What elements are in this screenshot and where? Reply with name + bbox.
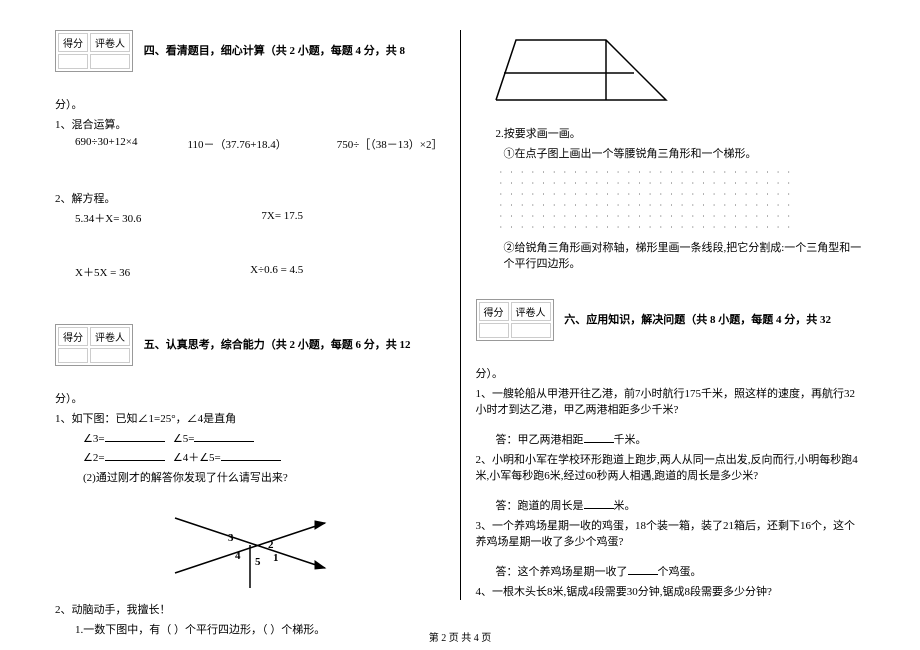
label: ∠5= xyxy=(173,433,195,445)
expr: 750÷［（38－13）×2］ xyxy=(337,136,443,152)
dot-row: ···························· xyxy=(500,222,866,233)
score-label: 得分 xyxy=(58,327,88,346)
score-cell xyxy=(58,54,88,69)
blank xyxy=(194,430,254,442)
expr: 110－（37.76+18.4） xyxy=(187,136,286,152)
grader-label: 评卷人 xyxy=(90,33,130,52)
blank xyxy=(584,431,614,443)
section-4-title-end: 分）。 xyxy=(55,96,445,112)
expr: 690÷30+12×4 xyxy=(75,136,137,152)
blank xyxy=(105,430,165,442)
grader-label: 评卷人 xyxy=(511,302,551,321)
score-box: 得分 评卷人 xyxy=(55,324,133,366)
q6-3: 3、一个养鸡场星期一收的鸡蛋，18个装一箱，装了21箱后，还剩下16个，这个养鸡… xyxy=(476,517,866,549)
section-4-header: 得分 评卷人 四、看清题目，细心计算（共 2 小题，每题 4 分，共 8 xyxy=(55,30,445,72)
ans-post: 千米。 xyxy=(614,434,647,446)
label: ∠4＋∠5= xyxy=(173,452,221,464)
angle-figure: 2 1 3 4 5 xyxy=(165,493,335,593)
equation: X＋5X = 36 xyxy=(75,264,130,280)
dot-row: ···························· xyxy=(500,211,866,222)
grader-label: 评卷人 xyxy=(90,327,130,346)
equation: X÷0.6 = 4.5 xyxy=(250,264,303,280)
section-5-header: 得分 评卷人 五、认真思考，综合能力（共 2 小题，每题 6 分，共 12 xyxy=(55,324,445,366)
dot-row: ···························· xyxy=(500,178,866,189)
q6-2: 2、小明和小军在学校环形跑道上跑步,两人从同一点出发,反向而行,小明每秒跑4米,… xyxy=(476,451,866,483)
angle-label: 1 xyxy=(273,552,279,564)
angle-label: 2 xyxy=(268,539,274,551)
score-box: 得分 评卷人 xyxy=(55,30,133,72)
section-5-title-end: 分）。 xyxy=(55,390,445,406)
score-cell xyxy=(479,323,509,338)
r-q2-sub2: ②给锐角三角形画对称轴，梯形里画一条线段,把它分割成:一个三角型和一个平行四边形… xyxy=(504,239,866,271)
q6-1: 1、一艘轮船从甲港开往乙港，前7小时航行175千米，照这样的速度，再航行32小时… xyxy=(476,385,866,417)
ans-post: 个鸡蛋。 xyxy=(658,566,702,578)
trapezoid-figure xyxy=(486,30,676,110)
q5-1-sub2: (2)通过刚才的解答你发现了什么请写出来? xyxy=(83,469,445,485)
q6-3-answer: 答：这个养鸡场星期一收了 个鸡蛋。 xyxy=(496,563,866,579)
ans-pre: 答：甲乙两港相距 xyxy=(496,434,584,446)
q4-2-row2: X＋5X = 36 X÷0.6 = 4.5 xyxy=(75,264,445,280)
q4-1-label: 1、混合运算。 xyxy=(55,116,445,132)
grader-cell xyxy=(90,54,130,69)
q6-4: 4、一根木头长8米,锯成4段需要30分钟,锯成8段需要多少分钟? xyxy=(476,583,866,599)
section-5-title: 五、认真思考，综合能力（共 2 小题，每题 6 分，共 12 xyxy=(144,339,411,351)
blank xyxy=(628,563,658,575)
dot-grid: ···························· ···········… xyxy=(500,167,866,233)
q4-1-items: 690÷30+12×4 110－（37.76+18.4） 750÷［（38－13… xyxy=(75,136,445,152)
q4-2-row1: 5.34＋X= 30.6 7X= 17.5 xyxy=(75,210,445,226)
left-column: 得分 评卷人 四、看清题目，细心计算（共 2 小题，每题 4 分，共 8 分）。… xyxy=(40,30,461,600)
equation: 7X= 17.5 xyxy=(261,210,303,226)
grader-cell xyxy=(90,348,130,363)
section-6-header: 得分 评卷人 六、应用知识，解决问题（共 8 小题，每题 4 分，共 32 xyxy=(476,299,866,341)
blank xyxy=(584,497,614,509)
blank xyxy=(221,449,281,461)
equation: 5.34＋X= 30.6 xyxy=(75,210,141,226)
score-box: 得分 评卷人 xyxy=(476,299,554,341)
angle-label: 3 xyxy=(228,532,234,544)
section-6-title-end: 分）。 xyxy=(476,365,866,381)
r-q2-head: 2.按要求画一画。 xyxy=(496,125,866,141)
page-footer: 第 2 页 共 4 页 xyxy=(0,629,920,644)
section-4-title: 四、看清题目，细心计算（共 2 小题，每题 4 分，共 8 xyxy=(144,45,405,57)
score-cell xyxy=(58,348,88,363)
page-container: 得分 评卷人 四、看清题目，细心计算（共 2 小题，每题 4 分，共 8 分）。… xyxy=(0,0,920,620)
score-label: 得分 xyxy=(58,33,88,52)
dot-row: ···························· xyxy=(500,200,866,211)
label: ∠2= xyxy=(83,452,105,464)
label: ∠3= xyxy=(83,433,105,445)
r-q2-sub1: ①在点子图上画出一个等腰锐角三角形和一个梯形。 xyxy=(504,145,866,161)
ans-pre: 答：这个养鸡场星期一收了 xyxy=(496,566,628,578)
blank xyxy=(105,449,165,461)
angle-label: 5 xyxy=(255,556,261,568)
dot-row: ···························· xyxy=(500,189,866,200)
section-6-title: 六、应用知识，解决问题（共 8 小题，每题 4 分，共 32 xyxy=(564,314,831,326)
q6-2-answer: 答：跑道的周长是 米。 xyxy=(496,497,866,513)
q6-1-answer: 答：甲乙两港相距 千米。 xyxy=(496,431,866,447)
q4-2-label: 2、解方程。 xyxy=(55,190,445,206)
angle-label: 4 xyxy=(235,550,241,562)
score-label: 得分 xyxy=(479,302,509,321)
q5-1-line2: ∠2= ∠4＋∠5= xyxy=(83,449,445,465)
q5-2-head: 2、动脑动手，我擅长！ xyxy=(55,601,445,617)
q5-1-head: 1、如下图：已知∠1=25°，∠4是直角 xyxy=(55,410,445,426)
ans-post: 米。 xyxy=(614,500,636,512)
q5-1-line1: ∠3= ∠5= xyxy=(83,430,445,445)
right-column: 2.按要求画一画。 ①在点子图上画出一个等腰锐角三角形和一个梯形。 ······… xyxy=(461,30,881,600)
ans-pre: 答：跑道的周长是 xyxy=(496,500,584,512)
grader-cell xyxy=(511,323,551,338)
dot-row: ···························· xyxy=(500,167,866,178)
